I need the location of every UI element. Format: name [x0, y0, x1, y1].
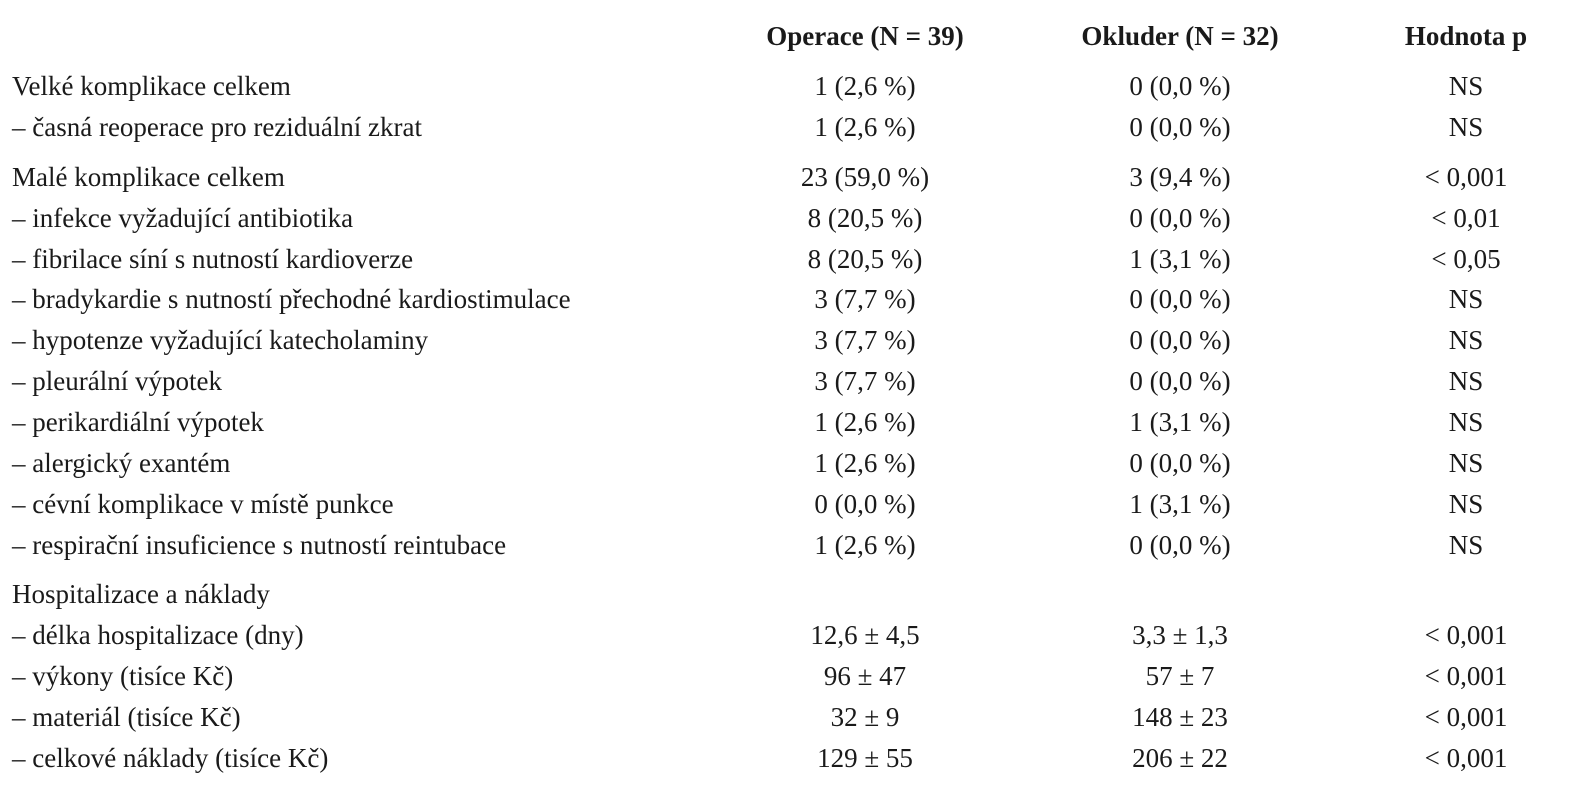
p-value: NS [1448, 448, 1484, 478]
table-row: – fibrilace síní s nutností kardioverze … [0, 241, 1585, 277]
operace-value: 129 ± 55 [817, 743, 913, 773]
okluder-value: 206 ± 22 [1132, 743, 1228, 773]
operace-value: 23 (59,0 %) [800, 162, 930, 192]
table-row: – materiál (tisíce Kč) 32 ± 9 148 ± 23 <… [0, 699, 1585, 735]
row-label: – pleurální výpotek [12, 366, 222, 396]
p-value: NS [1448, 71, 1484, 101]
okluder-value: 1 (3,1 %) [1129, 244, 1231, 274]
row-label: – cévní komplikace v místě punkce [12, 489, 394, 519]
header-p-value: Hodnota p [1404, 21, 1528, 51]
header-operace: Operace (N = 39) [766, 21, 964, 51]
p-value: < 0,001 [1424, 661, 1508, 691]
row-label: – perikardiální výpotek [12, 407, 264, 437]
okluder-value: 0 (0,0 %) [1129, 448, 1231, 478]
okluder-value: 0 (0,0 %) [1129, 366, 1231, 396]
p-value: < 0,001 [1424, 162, 1508, 192]
row-label: – výkony (tisíce Kč) [12, 661, 234, 691]
okluder-value: 1 (3,1 %) [1129, 489, 1231, 519]
row-label: – časná reoperace pro reziduální zkrat [12, 112, 423, 142]
p-value: < 0,001 [1424, 743, 1508, 773]
operace-value: 1 (2,6 %) [814, 71, 916, 101]
okluder-value: 0 (0,0 %) [1129, 284, 1231, 314]
row-label: – bradykardie s nutností přechodné kardi… [12, 284, 571, 314]
table-row: – infekce vyžadující antibiotika 8 (20,5… [0, 200, 1585, 236]
table-row: Velké komplikace celkem 1 (2,6 %) 0 (0,0… [0, 68, 1585, 104]
okluder-value: 0 (0,0 %) [1129, 112, 1231, 142]
okluder-value: 0 (0,0 %) [1129, 530, 1231, 560]
table-row: – pleurální výpotek 3 (7,7 %) 0 (0,0 %) … [0, 363, 1585, 399]
table-row: Malé komplikace celkem 23 (59,0 %) 3 (9,… [0, 159, 1585, 195]
row-label: – hypotenze vyžadující katecholaminy [12, 325, 429, 355]
okluder-value: 0 (0,0 %) [1129, 71, 1231, 101]
p-value: < 0,001 [1424, 620, 1508, 650]
operace-value: 3 (7,7 %) [814, 366, 916, 396]
operace-value: 12,6 ± 4,5 [810, 620, 920, 650]
okluder-value: 0 (0,0 %) [1129, 325, 1231, 355]
row-label: Velké komplikace celkem [12, 71, 291, 101]
table-row: – perikardiální výpotek 1 (2,6 %) 1 (3,1… [0, 404, 1585, 440]
table-row: – celkové náklady (tisíce Kč) 129 ± 55 2… [0, 740, 1585, 776]
table-row: Hospitalizace a náklady [0, 576, 1585, 612]
operace-value: 3 (7,7 %) [814, 325, 916, 355]
operace-value: 32 ± 9 [830, 702, 900, 732]
row-label: – respirační insuficience s nutností rei… [12, 530, 507, 560]
p-value: NS [1448, 530, 1484, 560]
p-value: NS [1448, 407, 1484, 437]
row-label: – materiál (tisíce Kč) [12, 702, 241, 732]
okluder-value: 148 ± 23 [1132, 702, 1228, 732]
row-label: – infekce vyžadující antibiotika [12, 203, 354, 233]
row-label: – fibrilace síní s nutností kardioverze [12, 244, 414, 274]
operace-value: 1 (2,6 %) [814, 530, 916, 560]
operace-value: 96 ± 47 [823, 661, 907, 691]
operace-value: 1 (2,6 %) [814, 448, 916, 478]
p-value: < 0,001 [1424, 702, 1508, 732]
row-label: – délka hospitalizace (dny) [12, 620, 304, 650]
okluder-value: 3,3 ± 1,3 [1132, 620, 1228, 650]
table-row: – výkony (tisíce Kč) 96 ± 47 57 ± 7 < 0,… [0, 658, 1585, 694]
operace-value: 1 (2,6 %) [814, 407, 916, 437]
p-value: < 0,01 [1431, 203, 1501, 233]
p-value: NS [1448, 112, 1484, 142]
header-okluder: Okluder (N = 32) [1081, 21, 1279, 51]
operace-value: 8 (20,5 %) [807, 203, 923, 233]
okluder-value: 57 ± 7 [1145, 661, 1215, 691]
operace-value: 8 (20,5 %) [807, 244, 923, 274]
table-row: – bradykardie s nutností přechodné kardi… [0, 281, 1585, 317]
row-label: – alergický exantém [12, 448, 231, 478]
p-value: NS [1448, 366, 1484, 396]
operace-value: 1 (2,6 %) [814, 112, 916, 142]
table-row: – cévní komplikace v místě punkce 0 (0,0… [0, 486, 1585, 522]
okluder-value: 3 (9,4 %) [1129, 162, 1231, 192]
table-header: Operace (N = 39) Okluder (N = 32) Hodnot… [0, 18, 1585, 54]
row-label: Hospitalizace a náklady [12, 579, 270, 609]
table-row: – časná reoperace pro reziduální zkrat 1… [0, 109, 1585, 145]
p-value: NS [1448, 284, 1484, 314]
p-value: NS [1448, 489, 1484, 519]
p-value: NS [1448, 325, 1484, 355]
row-label: Malé komplikace celkem [12, 162, 285, 192]
operace-value: 3 (7,7 %) [814, 284, 916, 314]
operace-value: 0 (0,0 %) [814, 489, 916, 519]
p-value: < 0,05 [1431, 244, 1501, 274]
okluder-value: 0 (0,0 %) [1129, 203, 1231, 233]
row-label: – celkové náklady (tisíce Kč) [12, 743, 329, 773]
table-row: – alergický exantém 1 (2,6 %) 0 (0,0 %) … [0, 445, 1585, 481]
okluder-value: 1 (3,1 %) [1129, 407, 1231, 437]
table-row: – délka hospitalizace (dny) 12,6 ± 4,5 3… [0, 617, 1585, 653]
table-row: – hypotenze vyžadující katecholaminy 3 (… [0, 322, 1585, 358]
table-row: – respirační insuficience s nutností rei… [0, 527, 1585, 563]
